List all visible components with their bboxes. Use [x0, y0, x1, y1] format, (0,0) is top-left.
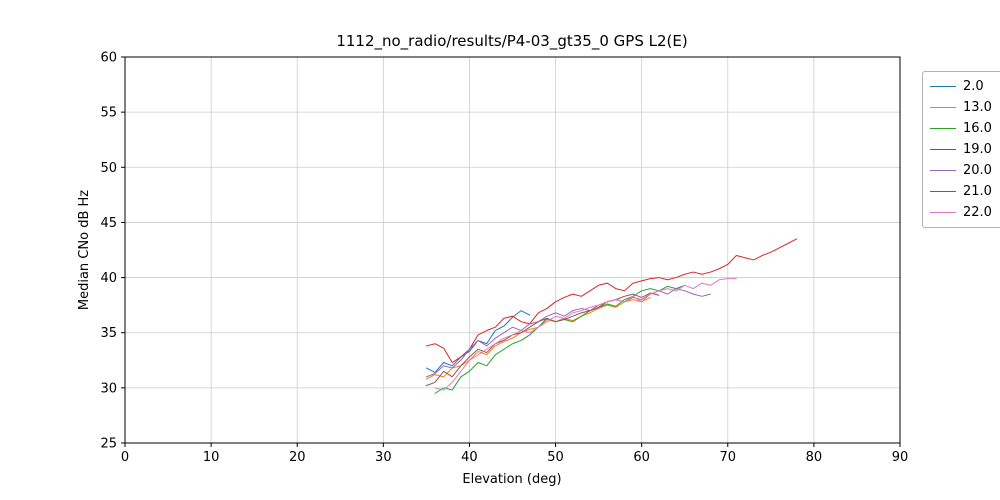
legend-label: 22.0 [963, 205, 992, 220]
legend-line-sample [930, 86, 956, 87]
legend-item: 22.0 [930, 204, 992, 221]
legend-label: 19.0 [963, 142, 992, 157]
series-line [434, 284, 686, 394]
legend-item: 16.0 [930, 120, 992, 137]
y-axis-label: Median CNo dB Hz [77, 190, 92, 310]
x-tick-label: 60 [633, 450, 650, 465]
x-tick-label: 40 [461, 450, 478, 465]
series-line [425, 288, 712, 378]
legend-line-sample [930, 212, 956, 213]
series-layer [425, 238, 798, 394]
y-tick-label: 60 [100, 51, 117, 66]
y-tick-label: 55 [100, 106, 117, 121]
series-line [425, 292, 660, 387]
plot-border [124, 56, 901, 444]
x-tick-label: 0 [121, 450, 129, 465]
legend-item: 19.0 [930, 141, 992, 158]
legend-item: 2.0 [930, 78, 992, 95]
x-tick-label: 30 [375, 450, 392, 465]
legend-item: 21.0 [930, 183, 992, 200]
series-line [425, 238, 798, 363]
legend-label: 21.0 [963, 184, 992, 199]
y-tick-label: 50 [100, 161, 117, 176]
legend-line-sample [930, 128, 956, 129]
legend-line-sample [930, 170, 956, 171]
x-tick-label: 10 [203, 450, 220, 465]
y-tick-label: 45 [100, 216, 117, 231]
legend-label: 2.0 [963, 79, 984, 94]
legend-line-sample [930, 149, 956, 150]
x-axis-label: Elevation (deg) [462, 472, 561, 487]
legend-line-sample [930, 191, 956, 192]
y-tick-label: 35 [100, 326, 117, 341]
grid-layer [124, 56, 901, 444]
y-tick-label: 25 [100, 437, 117, 452]
chart-title: 1112_no_radio/results/P4-03_gt35_0 GPS L… [336, 32, 687, 51]
legend-item: 13.0 [930, 99, 992, 116]
series-line [434, 278, 737, 391]
legend-item: 20.0 [930, 162, 992, 179]
y-tick-label: 30 [100, 381, 117, 396]
x-tick-label: 70 [720, 450, 737, 465]
legend: 2.0 13.0 16.0 19.0 20.0 21.0 22.0 [922, 71, 1000, 228]
x-tick-label: 90 [892, 450, 909, 465]
legend-label: 16.0 [963, 121, 992, 136]
x-tick-label: 50 [547, 450, 564, 465]
x-tick-label: 80 [806, 450, 823, 465]
tick-layer: 0 10 20 30 40 50 60 70 80 90 25 30 35 40 45 50 55 60 [100, 51, 908, 466]
legend-label: 13.0 [963, 100, 992, 115]
y-tick-label: 40 [100, 271, 117, 286]
legend-line-sample [930, 107, 956, 108]
x-tick-label: 20 [289, 450, 306, 465]
legend-label: 20.0 [963, 163, 992, 178]
